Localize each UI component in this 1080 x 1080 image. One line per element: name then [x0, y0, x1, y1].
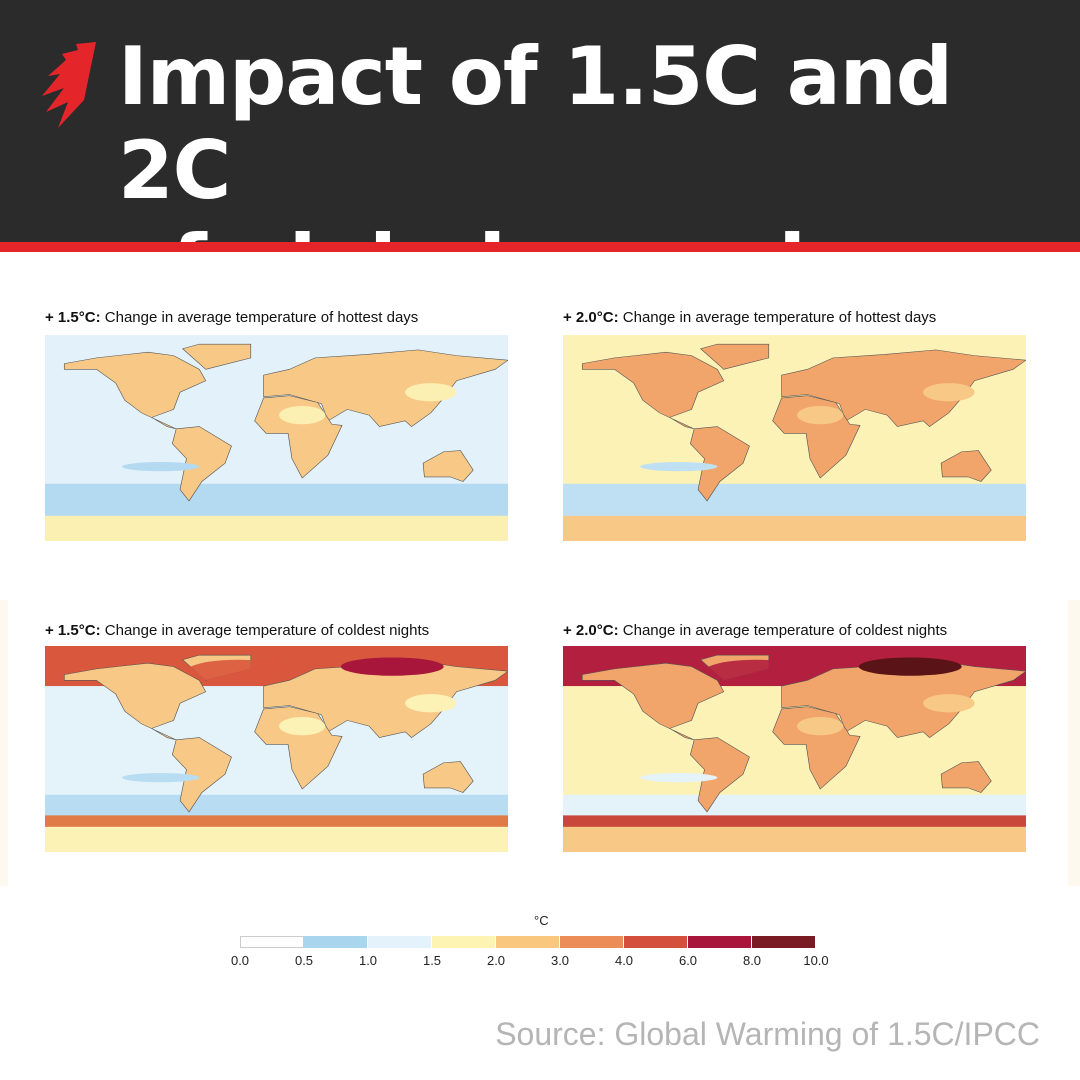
- colorbar: [240, 936, 816, 948]
- title-line-2: of global warming: [118, 218, 918, 311]
- continent-north-america: [63, 662, 207, 741]
- colorbar-bin: [624, 936, 688, 948]
- page-title: Impact of 1.5C and 2C of global warming: [118, 30, 1080, 312]
- continent-south-america: [171, 737, 232, 813]
- colorbar-tick: 1.5: [422, 953, 442, 968]
- land-patch: [797, 405, 844, 425]
- colorbar-bin: [368, 936, 432, 948]
- colorbar-tick: 6.0: [678, 953, 698, 968]
- land-patch: [797, 716, 844, 736]
- southern-band: [563, 504, 1026, 519]
- land-patch: [923, 694, 975, 713]
- colorbar-bin: [688, 936, 752, 948]
- colorbar-tick: 3.0: [550, 953, 570, 968]
- panel-title-4: + 2.0°C: Change in average temperature o…: [563, 622, 948, 639]
- land-patch: [279, 716, 326, 736]
- ocean-patch: [122, 773, 200, 783]
- southern-band: [563, 815, 1026, 830]
- continent-north-america: [63, 351, 207, 430]
- continent-greenland: [182, 343, 252, 370]
- southern-band: [45, 815, 508, 830]
- antarctica: [45, 826, 508, 852]
- arctic-warming-patch: [186, 659, 290, 683]
- panel-title-1: + 1.5°C: Change in average temperature o…: [45, 309, 419, 326]
- colorbar-tick: 0.0: [230, 953, 250, 968]
- land-patch: [923, 383, 975, 402]
- continent-north-america: [581, 351, 725, 430]
- colorbar-tick: 1.0: [358, 953, 378, 968]
- ocean-patch: [640, 462, 718, 472]
- ocean-patch: [122, 462, 200, 472]
- colorbar-tick: 0.5: [294, 953, 314, 968]
- panel-title-2: + 2.0°C: Change in average temperature o…: [563, 309, 937, 326]
- colorbar-bin: [496, 936, 560, 948]
- continent-australia: [422, 450, 474, 482]
- land-patch: [279, 405, 326, 425]
- land-patch: [405, 694, 457, 713]
- continent-australia: [940, 450, 992, 482]
- colorbar-bin: [240, 936, 304, 948]
- southern-band: [45, 504, 508, 519]
- colorbar-tick: 10.0: [803, 953, 829, 968]
- siberia-warming-patch: [340, 657, 444, 676]
- continent-greenland: [700, 343, 770, 370]
- continent-australia: [940, 761, 992, 793]
- colorbar-tick: 2.0: [486, 953, 506, 968]
- continent-australia: [422, 761, 474, 793]
- map-hottest-days-2-0: [563, 335, 1026, 541]
- map-coldest-nights-1-5: [45, 646, 508, 852]
- colorbar-tick: 4.0: [614, 953, 634, 968]
- map-hottest-days-1-5: [45, 335, 508, 541]
- colorbar-bin: [560, 936, 624, 948]
- colorbar-bin: [304, 936, 368, 948]
- antarctica: [563, 826, 1026, 852]
- siberia-warming-patch: [858, 657, 962, 676]
- source-credit: Source: Global Warming of 1.5C/IPCC: [495, 1016, 1040, 1052]
- ocean-patch: [640, 773, 718, 783]
- map-coldest-nights-2-0: [563, 646, 1026, 852]
- legend-unit: °C: [534, 913, 549, 928]
- title-line-1: Impact of 1.5C and 2C: [118, 30, 953, 217]
- land-patch: [405, 383, 457, 402]
- colorbar-bin: [432, 936, 496, 948]
- header-banner: Impact of 1.5C and 2C of global warming: [0, 0, 1080, 311]
- antarctica: [45, 515, 508, 541]
- continent-south-america: [171, 426, 232, 502]
- antarctica: [563, 515, 1026, 541]
- red-divider: [0, 242, 1080, 252]
- arctic-warming-patch: [704, 659, 808, 683]
- colorbar-tick: 8.0: [742, 953, 762, 968]
- colorbar-bin: [752, 936, 816, 948]
- panel-title-3: + 1.5°C: Change in average temperature o…: [45, 622, 430, 639]
- sbs-logo-icon: [42, 42, 96, 128]
- continent-south-america: [689, 737, 750, 813]
- continent-south-america: [689, 426, 750, 502]
- continent-north-america: [581, 662, 725, 741]
